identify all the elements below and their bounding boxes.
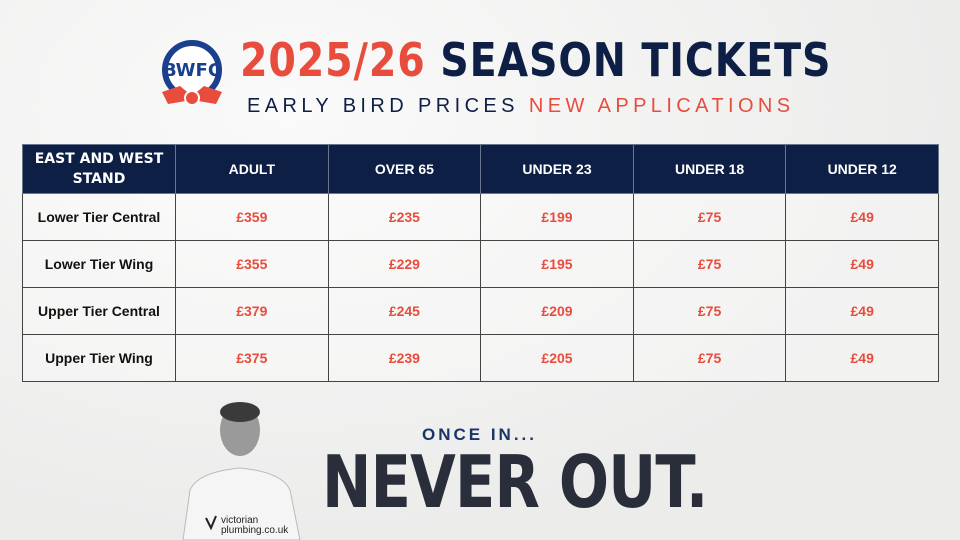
price-cell: £379 [175,287,329,335]
price-cell: £49 [785,287,939,335]
row-label: Upper Tier Central [22,287,176,335]
price-cell: £75 [632,193,787,241]
price-cell: £49 [785,240,939,288]
club-crest-logo: BWFC [162,40,222,106]
price-table: EAST AND WEST STAND ADULT OVER 65 UNDER … [22,144,939,382]
row-label: Lower Tier Wing [22,240,176,288]
column-header: ADULT [175,144,329,194]
title-season-year: 2025/26 [240,33,426,87]
price-cell: £355 [175,240,329,288]
sponsor-logo-text: victorian plumbing.co.uk [221,515,289,536]
column-header: OVER 65 [327,144,482,194]
subtitle: EARLY BIRD PRICES NEW APPLICATIONS [247,95,795,118]
price-cell: £235 [327,193,482,241]
table-row: Upper Tier Wing £375 £239 £205 £75 £49 [22,334,939,382]
subtitle-new-applications: NEW APPLICATIONS [528,95,795,117]
price-cell: £75 [632,287,787,335]
column-header: UNDER 18 [632,144,787,194]
page-title: 2025/26 SEASON TICKETS [240,34,831,86]
price-cell: £229 [327,240,482,288]
price-cell: £199 [480,193,634,241]
table-row: Upper Tier Central £379 £245 £209 £75 £49 [22,287,939,335]
title-season-tickets: SEASON TICKETS [440,33,832,87]
price-cell: £209 [480,287,634,335]
table-row: Lower Tier Central £359 £235 £199 £75 £49 [22,193,939,241]
price-cell: £239 [327,334,482,382]
price-cell: £205 [480,334,634,382]
table-row: Lower Tier Wing £355 £229 £195 £75 £49 [22,240,939,288]
tagline-never-out: NEVER OUT. [322,440,708,524]
svg-text:BWFC: BWFC [163,60,221,81]
price-cell: £75 [632,334,787,382]
price-cell: £195 [480,240,634,288]
price-cell: £49 [785,334,939,382]
column-header: UNDER 23 [480,144,634,194]
row-label: Upper Tier Wing [22,334,176,382]
price-cell: £49 [785,193,939,241]
column-header: EAST AND WEST STAND [22,144,176,194]
subtitle-early-bird: EARLY BIRD PRICES [247,95,519,117]
table-header-row: EAST AND WEST STAND ADULT OVER 65 UNDER … [22,144,939,194]
price-cell: £245 [327,287,482,335]
price-cell: £359 [175,193,329,241]
row-label: Lower Tier Central [22,193,176,241]
player-photo [182,402,301,540]
column-header: UNDER 12 [785,144,939,194]
price-cell: £375 [175,334,329,382]
price-cell: £75 [632,240,787,288]
tagline-once-in: ONCE IN... [422,425,538,444]
